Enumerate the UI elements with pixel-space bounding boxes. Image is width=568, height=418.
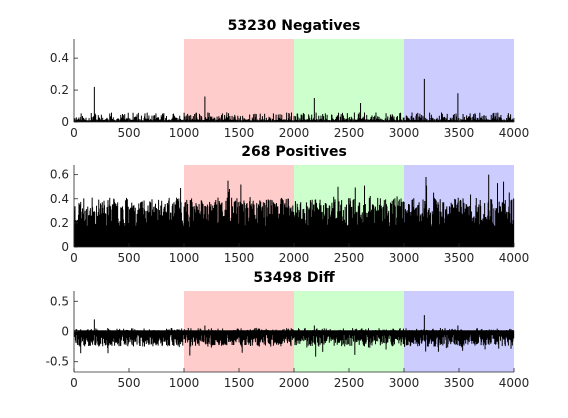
region-band-3 [404,39,514,122]
x-tick-label: 0 [70,251,78,265]
x-tick-label: 2000 [279,376,310,390]
x-tick-label: 2500 [334,126,365,140]
y-tick-label: 0.4 [50,192,69,206]
x-tick-label: 1000 [169,126,200,140]
y-tick-label: 0 [61,240,69,254]
x-tick-label: 3500 [444,251,475,265]
x-tick-label: 4000 [499,126,530,140]
subplot-negatives: 53230 Negatives 0 500 1000 1500 2000 2500 3000… [50,18,529,140]
axes-negatives: 0 500 1000 1500 2000 2500 3000 3500 4000 0 0.2 0.4 [50,39,529,140]
x-tick-label: 3000 [389,251,420,265]
subplot-positives: 268 Positives 0 500 1000 1500 2000 2500 3000 35… [50,144,529,265]
y-tick-label: 0 [61,115,69,129]
axes-positives: 0 500 1000 1500 2000 2500 3000 3500 4000 0 0.2 0.4 0… [50,165,529,265]
y-tick-label: 0.6 [50,168,69,182]
axes-diff: 0 500 1000 1500 2000 2500 3000 3500 4000-0.500.5 [46,291,530,390]
y-tick-label: 0.2 [50,216,69,230]
x-tick-label: 2000 [279,126,310,140]
x-tick-label: 0 [70,376,78,390]
x-tick-label: 3500 [444,376,475,390]
y-tick-label: -0.5 [46,355,69,369]
x-tick-label: 2000 [279,251,310,265]
x-tick-label: 2500 [334,376,365,390]
x-tick-label: 1000 [169,251,200,265]
x-tick-label: 1000 [169,376,200,390]
title-diff: 53498 Diff [253,270,335,286]
region-band-1 [184,39,294,122]
title-negatives: 53230 Negatives [228,18,361,34]
y-tick-label: 0.4 [50,51,69,65]
dense-bar-block [74,330,514,336]
x-tick-label: 0 [70,126,78,140]
x-tick-label: 3000 [389,126,420,140]
y-tick-label: 0.5 [50,294,69,308]
x-tick-label: 500 [118,376,141,390]
x-tick-label: 1500 [224,251,255,265]
x-tick-label: 500 [118,126,141,140]
y-tick-label: 0 [61,325,69,339]
bands-negatives [184,39,514,122]
x-tick-label: 2500 [334,251,365,265]
x-tick-label: 1500 [224,376,255,390]
subplot-diff: 53498 Diff 0 500 1000 1500 2000 2500 3000 3500 4… [46,270,530,390]
x-tick-label: 4000 [499,251,530,265]
title-positives: 268 Positives [241,144,347,160]
x-tick-label: 3500 [444,126,475,140]
x-tick-label: 1500 [224,126,255,140]
y-tick-label: 0.2 [50,83,69,97]
region-band-2 [294,39,404,122]
x-tick-label: 4000 [499,376,530,390]
x-tick-label: 3000 [389,376,420,390]
x-tick-label: 500 [118,251,141,265]
